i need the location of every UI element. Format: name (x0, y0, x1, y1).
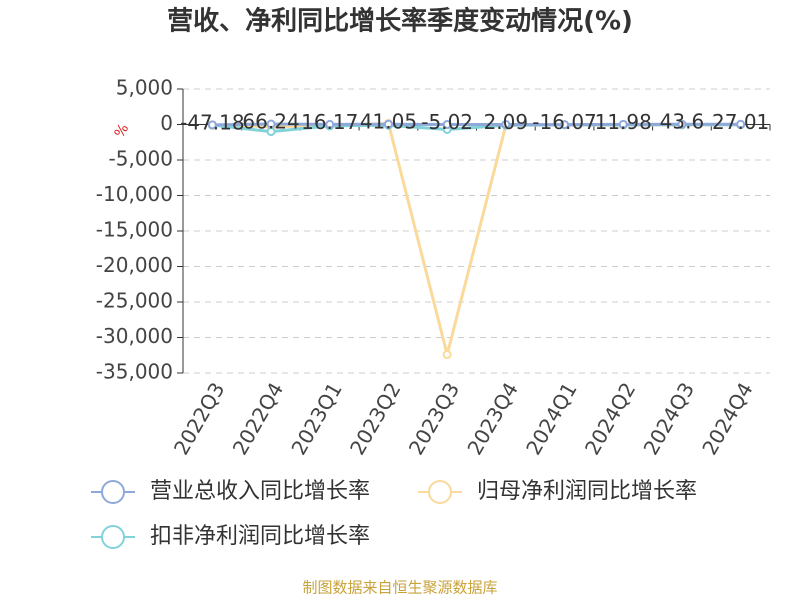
x-tick-label: 2024Q2 (580, 378, 640, 459)
x-tick-label: 2022Q3 (169, 378, 229, 459)
data-label: 43.6 (660, 110, 705, 134)
y-tick-label: -35,000 (96, 360, 173, 384)
y-tick-label: 0 (160, 111, 173, 135)
x-tick-label: 2023Q1 (286, 378, 346, 459)
data-point (442, 350, 452, 360)
x-tick-label: 2023Q3 (404, 378, 464, 459)
data-point (501, 119, 511, 129)
data-point (736, 119, 746, 129)
data-label: 16.17 (301, 110, 358, 134)
data-point (618, 119, 628, 129)
series-line (212, 122, 741, 127)
data-label: 2.09 (484, 110, 529, 134)
data-label: 66.24 (242, 110, 299, 134)
y-tick-label: -15,000 (96, 218, 173, 242)
data-point (442, 120, 452, 130)
legend-marker (101, 480, 125, 504)
series-line (212, 121, 741, 355)
legend-label: 扣非净利润同比增长率 (150, 524, 370, 549)
legend-label: 营业总收入同比增长率 (150, 479, 370, 504)
data-label: -16.07 (532, 110, 596, 134)
data-label: 41.05 (360, 110, 417, 134)
data-point (325, 119, 335, 129)
data-point (677, 119, 687, 129)
y-tick-label: -20,000 (96, 253, 173, 277)
y-tick-label: 5,000 (116, 76, 173, 100)
data-point (383, 119, 393, 129)
chart-title: 营收、净利同比增长率季度变动情况(%) (167, 6, 633, 37)
legend-label: 归母净利润同比增长率 (477, 479, 697, 504)
data-label: -5.02 (421, 110, 473, 134)
data-label: -47.18 (180, 110, 244, 134)
y-tick-label: -10,000 (96, 182, 173, 206)
x-tick-label: 2024Q3 (639, 378, 699, 459)
legend-marker (428, 480, 452, 504)
x-tick-label: 2023Q4 (462, 378, 522, 459)
data-label: 27.01 (712, 110, 769, 134)
data-label: 11.98 (595, 110, 652, 134)
data-point (560, 120, 570, 130)
y-tick-label: -30,000 (96, 324, 173, 348)
source-note: 制图数据来自恒生聚源数据库 (302, 579, 497, 597)
legend-marker (101, 525, 125, 549)
x-tick-label: 2023Q2 (345, 378, 405, 459)
y-tick-label: -5,000 (109, 147, 173, 171)
y-tick-label: -25,000 (96, 289, 173, 313)
x-tick-label: 2022Q4 (228, 378, 288, 459)
x-tick-label: 2024Q1 (521, 378, 581, 459)
y-axis-label: % (112, 121, 133, 141)
data-point (266, 119, 276, 129)
x-tick-label: 2024Q4 (697, 378, 757, 459)
data-point (207, 120, 217, 130)
